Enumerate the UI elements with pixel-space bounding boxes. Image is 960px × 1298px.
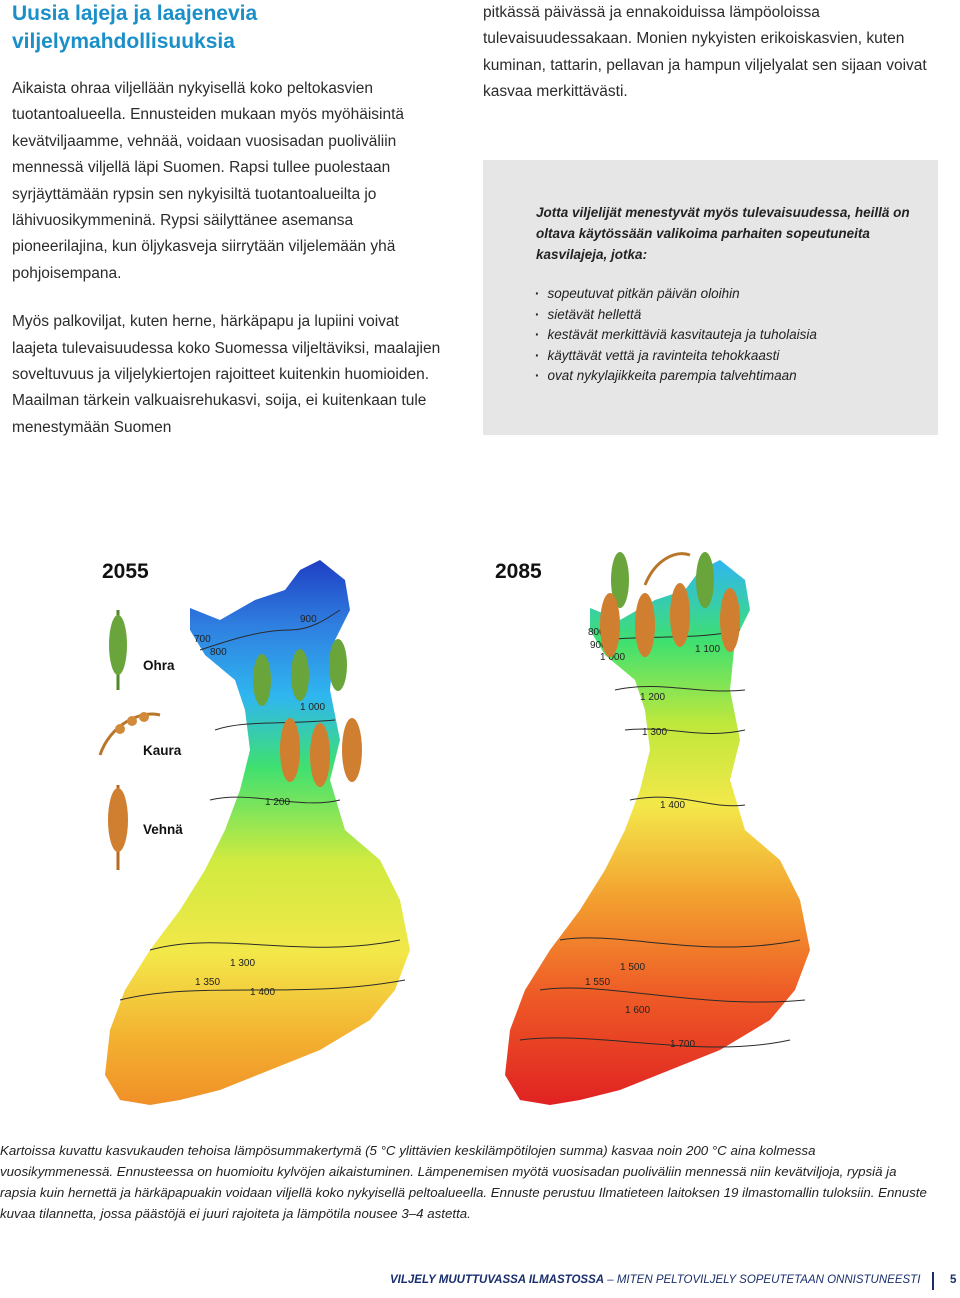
contour-label: 1 200 [640,692,665,703]
wheat-icon [635,593,655,657]
contour-label: 1 700 [670,1039,695,1050]
contour-label: 800 [210,647,227,658]
contour-label: 1 000 [600,652,625,663]
info-box-intro: Jotta viljelijät menestyvät myös tulevai… [536,205,910,262]
info-box: Jotta viljelijät menestyvät myös tulevai… [483,160,938,435]
info-box-item: kestävät merkittäviä kasvitauteja ja tuh… [535,325,817,346]
contour-label: 700 [194,634,211,645]
page-footer: VILJELY MUUTTUVASSA ILMASTOSSA – MITEN P… [390,1272,960,1294]
contour-label: 1 100 [695,644,720,655]
contour-label: 1 200 [265,797,290,808]
info-box-item: käyttävät vettä ja ravinteita tehokkaast… [535,346,817,367]
legend-ohra-label: Ohra [143,658,175,673]
contour-label: 1 500 [620,962,645,973]
barley-icon [253,654,271,706]
contour-label: 1 400 [250,987,275,998]
left-paragraph-2: Myös palkoviljat, kuten herne, härkäpapu… [12,313,441,436]
legend-vehna-label: Vehnä [143,822,183,837]
barley-icon [611,552,629,608]
right-column: pitkässä päivässä ja ennakoiduissa lämpö… [483,0,928,106]
oat-icon-legend [98,712,161,756]
map-year-2055: 2055 [102,560,149,583]
left-column: Aikaista ohraa viljellään nykyisellä kok… [12,76,442,441]
contour-label: 1 550 [585,977,610,988]
wheat-icon [310,723,330,787]
contour-label: 800 [588,627,605,638]
info-box-item-text: käyttävät vettä ja ravinteita tehokkaast… [547,347,780,363]
wheat-icon [720,588,740,652]
contour-labels-2085: 800 900 1 000 1 100 1 200 1 300 1 400 1 … [585,627,720,1050]
info-box-item-text: sietävät hellettä [547,306,642,322]
footer-subtitle: – MITEN PELTOVILJELY SOPEUTETAAN ONNISTU… [604,1274,921,1286]
info-box-item-text: ovat nykylajikkeita parempia talvehtimaa… [547,368,797,384]
contour-label: 1 600 [625,1005,650,1016]
wheat-icon [280,718,300,782]
page-number: 5 [950,1274,957,1286]
footer-divider [932,1272,934,1290]
legend-kaura-label: Kaura [143,743,182,758]
info-box-item-text: kestävät merkittäviä kasvitauteja ja tuh… [547,327,817,343]
left-paragraph-1: Aikaista ohraa viljellään nykyisellä kok… [12,80,405,282]
finland-maps-figure: 700 800 900 1 000 1 200 1 300 1 350 1 40… [98,552,810,1105]
wheat-icon [670,583,690,647]
contour-label: 900 [300,614,317,625]
wheat-icon-legend [108,785,128,870]
crop-icons [98,552,740,870]
barley-icon [291,649,309,701]
contour-label: 1 400 [660,800,685,811]
contour-label: 1 000 [300,702,325,713]
map-2055-shape [105,560,410,1105]
wheat-icon [600,593,620,657]
map-year-2085: 2085 [495,560,542,583]
info-box-item: sopeutuvat pitkän päivän oloihin [535,284,817,305]
barley-icon [696,552,714,608]
page-heading: Uusia lajeja ja laajenevia viljelymahdol… [12,2,258,53]
oat-icon [643,552,691,586]
wheat-icon [342,718,362,782]
footer-title: VILJELY MUUTTUVASSA ILMASTOSSA [390,1274,605,1286]
contours-2055 [119,609,406,1001]
contour-label: 1 300 [230,958,255,969]
map-2085-shape [505,560,810,1105]
info-box-item: sietävät hellettä [535,305,817,326]
contour-labels-2055: 700 800 900 1 000 1 200 1 300 1 350 1 40… [194,614,325,998]
right-paragraph: pitkässä päivässä ja ennakoiduissa lämpö… [483,4,927,101]
contour-label: 1 300 [642,727,667,738]
info-box-item: ovat nykylajikkeita parempia talvehtimaa… [535,366,817,387]
barley-icon-legend [109,610,127,690]
figure-caption: Kartoissa kuvattu kasvukauden tehoisa lä… [0,1143,927,1221]
info-box-item-text: sopeutuvat pitkän päivän oloihin [547,286,740,301]
heat-sum-maps: 700 800 900 1 000 1 200 1 300 1 350 1 40… [0,530,960,1120]
barley-icon [329,639,347,691]
contour-label: 900 [590,640,607,651]
contour-label: 1 350 [195,977,220,988]
info-box-list: sopeutuvat pitkän päivän oloihin sietävä… [535,284,817,387]
